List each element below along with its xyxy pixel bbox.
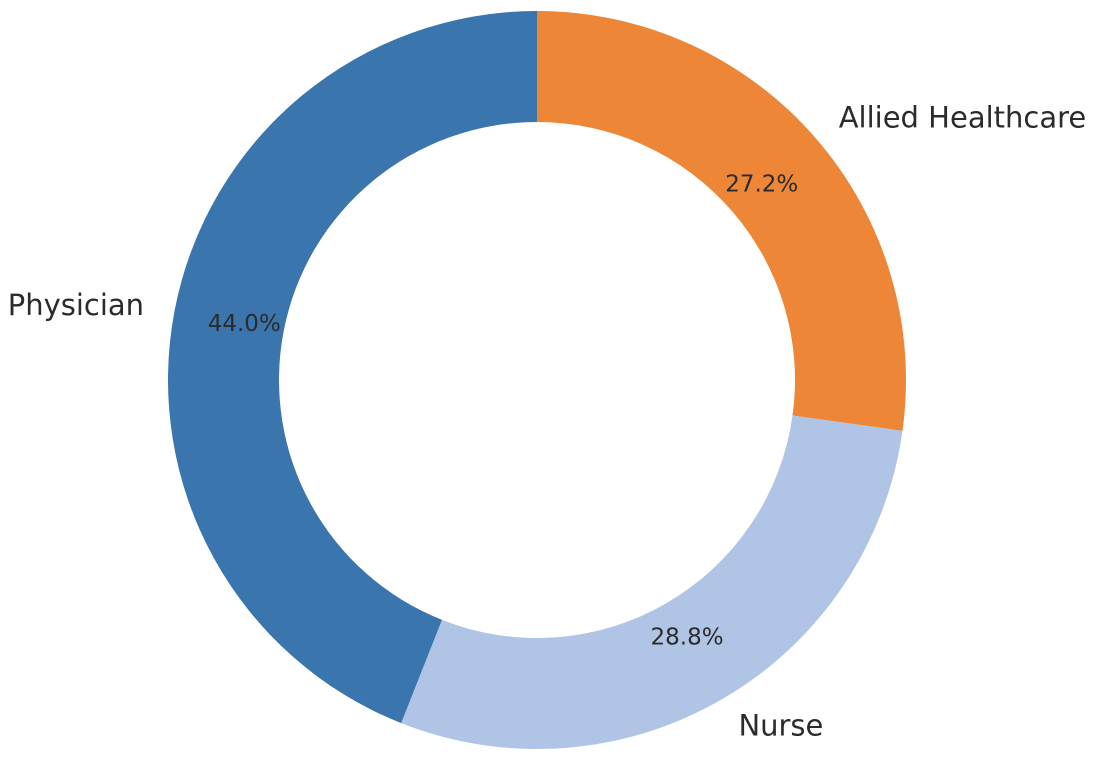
percent-label-physician: 44.0%: [208, 311, 281, 337]
slice-nurse: [401, 415, 903, 750]
category-label-nurse: Nurse: [738, 709, 823, 743]
slice-allied-healthcare: [537, 11, 906, 431]
percent-label-allied-healthcare: 27.2%: [725, 171, 798, 197]
slices-layer: [167, 11, 906, 750]
slice-physician: [167, 11, 537, 724]
category-label-allied-healthcare: Allied Healthcare: [839, 100, 1087, 134]
percent-label-nurse: 28.8%: [651, 624, 724, 650]
category-label-physician: Physician: [8, 288, 144, 322]
labels-layer: 27.2% Allied Healthcare 28.8% Nurse 44.0% Phy…: [8, 100, 1087, 742]
